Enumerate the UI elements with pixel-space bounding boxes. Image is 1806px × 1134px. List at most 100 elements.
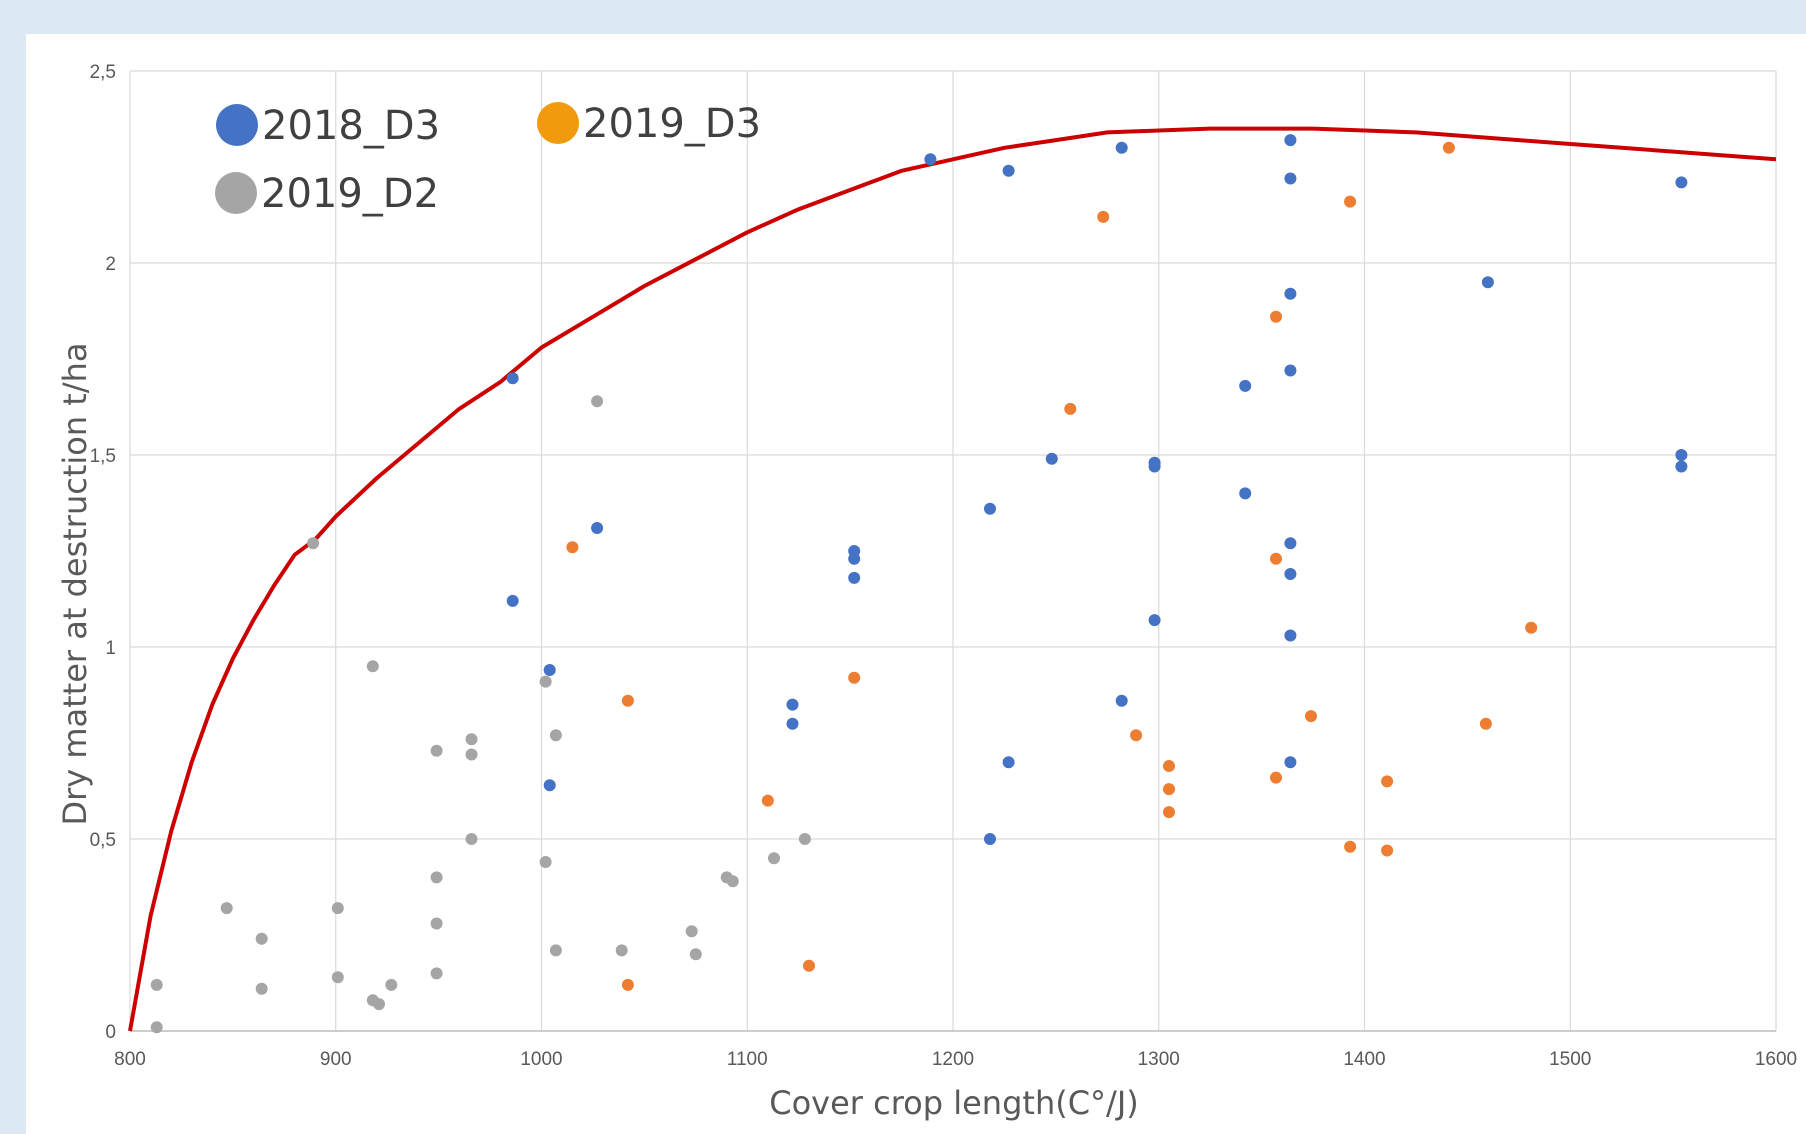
data-point-2018-d3 [848, 571, 861, 584]
data-point-2019-d3 [1270, 552, 1282, 565]
data-point-2019-d2 [150, 978, 163, 991]
data-point-2018-d3 [1284, 568, 1297, 580]
data-point-2018-d3 [1115, 694, 1128, 707]
legend-marker [215, 172, 257, 214]
data-point-2019-d3 [1270, 771, 1282, 784]
data-point-2019-d2 [373, 998, 385, 1011]
data-point-2018-d3 [848, 552, 861, 565]
data-point-2019-d3 [621, 694, 634, 707]
data-point-2019-d3 [803, 959, 815, 972]
data-point-2019-d3 [566, 541, 579, 554]
y-tick-label: 2,5 [90, 62, 116, 83]
data-point-2019-d3 [1381, 775, 1394, 788]
data-point-2019-d2 [331, 902, 344, 915]
y-tick-label: 0 [105, 1022, 116, 1043]
data-point-2019-d2 [685, 925, 698, 938]
trend-curve [128, 126, 1777, 1032]
data-point-2019-d2 [255, 932, 268, 945]
data-point-2018-d3 [506, 594, 519, 607]
data-point-2019-d3 [1270, 310, 1282, 323]
legend-label: 2019_D2 [261, 171, 439, 217]
data-point-2019-d2 [615, 944, 628, 957]
x-tick-label: 1500 [1549, 1049, 1591, 1070]
data-point-2019-d3 [1163, 806, 1175, 819]
data-point-2018-d3 [984, 833, 996, 845]
data-point-2018-d3 [1284, 134, 1297, 147]
data-point-2019-d3 [761, 794, 774, 807]
trendline [128, 126, 1777, 1032]
data-point-2019-d2 [366, 660, 379, 673]
data-point-2018-d3 [1284, 364, 1297, 377]
data-point-2018-d3 [1284, 172, 1297, 185]
data-point-2019-d3 [1442, 141, 1455, 154]
chart-panel: 800 900 1000 1100 1200 1300 1400 1500 1600 0 0,5 1 1… [26, 34, 1806, 1134]
data-point-2019-d3 [1479, 717, 1492, 730]
data-point-2019-d3 [1381, 844, 1394, 857]
data-point-2019-d3 [1344, 195, 1357, 208]
x-tick-label: 1300 [1138, 1049, 1180, 1070]
legend-marker [216, 104, 258, 146]
data-point-2019-d3 [1130, 729, 1143, 742]
data-point-2018-d3 [1675, 176, 1688, 189]
legend-label: 2019_D3 [583, 101, 761, 147]
data-point-2018-d3 [1284, 629, 1297, 642]
data-point-2019-d3 [1097, 210, 1110, 223]
data-point-2018-d3 [1148, 614, 1161, 627]
data-point-2019-d2 [465, 833, 478, 845]
data-point-2019-d2 [331, 971, 344, 984]
data-point-2018-d3 [984, 502, 996, 515]
data-point-2018-d3 [1675, 449, 1688, 461]
data-point-2019-d2 [430, 744, 443, 757]
legend-label: 2018_D3 [262, 103, 440, 149]
data-point-2018-d3 [543, 664, 556, 676]
x-tick-label: 800 [114, 1049, 146, 1070]
data-point-2019-d3 [1163, 760, 1175, 772]
data-point-2019-d2 [465, 748, 478, 761]
data-point-2019-d2 [539, 675, 552, 688]
data-point-2019-d2 [591, 395, 604, 408]
data-point-2019-d3 [621, 978, 634, 991]
data-point-2019-d3 [1163, 783, 1175, 796]
y-tick-label: 1,5 [90, 446, 116, 467]
x-tick-label: 1400 [1343, 1049, 1385, 1070]
data-point-2019-d3 [848, 671, 861, 684]
data-point-2018-d3 [1239, 379, 1252, 392]
data-point-2018-d3 [1002, 164, 1015, 177]
data-point-2019-d2 [689, 948, 702, 961]
data-point-2018-d3 [591, 522, 604, 534]
scatter-chart: 800 900 1000 1100 1200 1300 1400 1500 1600 0 0,5 1 1… [56, 62, 1797, 1122]
data-point-2018-d3 [1002, 756, 1015, 769]
data-point-2019-d2 [539, 856, 552, 868]
data-point-2019-d3 [1344, 840, 1357, 853]
data-point-2019-d2 [798, 833, 811, 845]
legend: 2018_D3 2019_D3 2019_D2 [215, 101, 761, 217]
data-point-2019-d2 [430, 917, 443, 930]
y-tick-label: 0,5 [90, 830, 116, 851]
data-point-2018-d3 [1284, 756, 1297, 769]
data-point-2019-d2 [549, 944, 562, 957]
data-point-2019-d2 [220, 902, 233, 915]
data-point-2019-d3 [1064, 402, 1077, 415]
data-point-2019-d2 [385, 978, 398, 991]
data-point-2018-d3 [1481, 276, 1494, 289]
data-point-2018-d3 [1675, 460, 1688, 473]
y-axis-title: Dry matter at destruction t/ha [56, 342, 94, 825]
x-tick-label: 1200 [932, 1049, 974, 1070]
data-point-2019-d2 [255, 982, 268, 995]
data-point-2019-d2 [307, 537, 320, 550]
data-point-2019-d2 [465, 733, 478, 746]
legend-marker [537, 102, 579, 144]
x-tick-label: 1100 [727, 1049, 768, 1070]
data-point-2018-d3 [786, 717, 799, 730]
data-point-2019-d2 [726, 875, 739, 888]
data-point-2018-d3 [1045, 452, 1058, 465]
x-axis-title: Cover crop length(C°/J) [769, 1084, 1139, 1122]
data-point-2018-d3 [924, 153, 937, 166]
data-point-2018-d3 [543, 779, 556, 792]
data-point-2018-d3 [786, 698, 799, 711]
data-points [150, 134, 1688, 1034]
x-tick-label: 1600 [1755, 1049, 1797, 1070]
data-point-2018-d3 [1239, 487, 1252, 500]
data-point-2018-d3 [1284, 287, 1297, 300]
data-point-2019-d2 [430, 967, 443, 980]
